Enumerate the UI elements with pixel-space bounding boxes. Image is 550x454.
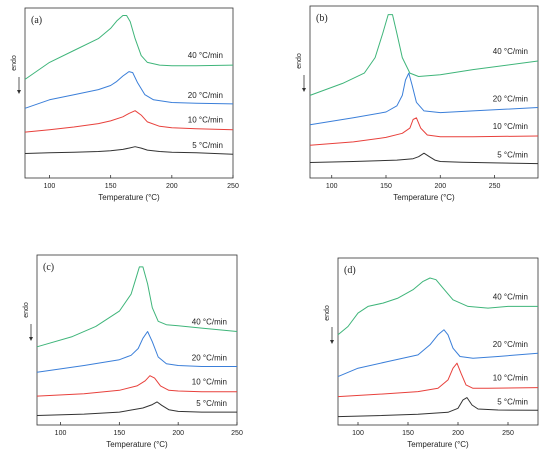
x-tick-label: 250 (502, 430, 514, 437)
x-tick-label: 150 (105, 183, 117, 190)
endo-label: endo (324, 305, 331, 321)
x-tick-label: 150 (380, 183, 392, 190)
endo-arrowhead-icon (17, 90, 21, 94)
series-line-1 (24, 146, 234, 155)
series-line-3 (309, 72, 539, 126)
series-line-1 (337, 397, 539, 418)
endo-arrowhead-icon (330, 340, 334, 344)
series-label-3: 20 °C/min (192, 354, 227, 363)
x-tick-label: 200 (452, 430, 464, 437)
series-label-1: 5 °C/min (192, 141, 223, 150)
x-axis-title: Temperature (°C) (393, 193, 455, 202)
x-axis-title: Temperature (°C) (407, 440, 469, 449)
plot-frame (24, 7, 234, 179)
panel-label: (c) (43, 262, 54, 273)
plot-frame (36, 254, 238, 426)
x-tick-label: 100 (44, 183, 56, 190)
series-label-1: 5 °C/min (497, 397, 528, 406)
endo-arrowhead-icon (29, 337, 33, 341)
x-tick-label: 100 (352, 430, 364, 437)
x-tick-label: 150 (402, 430, 414, 437)
series-line-4 (24, 15, 234, 80)
plot-frame (337, 257, 539, 426)
chart-panel-d: (d) endo 100 150 200 250 Temperature (°C) 5 °C/… (324, 257, 539, 449)
x-tick-label: 150 (114, 430, 126, 437)
series-line-4 (36, 266, 238, 348)
chart-panel-c: (c) endo 100 150 200 250 Temperature (°C) 5 °C/… (23, 254, 243, 449)
series-label-1: 5 °C/min (196, 399, 227, 408)
x-tick-label: 250 (227, 183, 239, 190)
x-axis-title: Temperature (°C) (106, 440, 168, 449)
series-label-2: 10 °C/min (192, 378, 227, 387)
series-label-4: 40 °C/min (192, 318, 227, 327)
x-tick-label: 100 (326, 183, 338, 190)
series-line-2 (309, 117, 539, 146)
panel-label: (d) (344, 265, 356, 276)
series-line-2 (36, 375, 237, 397)
series-label-3: 20 °C/min (188, 91, 223, 100)
series-line-3 (337, 329, 539, 378)
series-label-2: 10 °C/min (493, 122, 528, 131)
series-line-3 (24, 71, 234, 109)
x-tick-label: 250 (489, 183, 501, 190)
x-tick-label: 200 (434, 183, 446, 190)
series-line-4 (309, 14, 539, 96)
panel-label: (a) (31, 15, 42, 26)
series-label-2: 10 °C/min (188, 116, 223, 125)
chart-panel-a: (a) endo 100 150 200 250 Temperature (°C) 5 °C/… (11, 7, 239, 202)
x-tick-label: 100 (55, 430, 67, 437)
series-label-3: 20 °C/min (493, 94, 528, 103)
series-label-1: 5 °C/min (497, 151, 528, 160)
plot-frame (309, 5, 539, 179)
endo-label: endo (23, 302, 30, 318)
series-line-4 (337, 277, 538, 336)
series-label-4: 40 °C/min (493, 47, 528, 56)
x-tick-label: 200 (166, 183, 178, 190)
series-label-4: 40 °C/min (493, 292, 528, 301)
series-line-3 (36, 331, 237, 373)
series-label-2: 10 °C/min (493, 374, 528, 383)
series-label-4: 40 °C/min (188, 51, 223, 60)
endo-label: endo (11, 55, 18, 71)
series-line-2 (24, 110, 234, 133)
endo-label: endo (296, 53, 303, 69)
panel-label: (b) (316, 13, 328, 24)
series-label-3: 20 °C/min (493, 340, 528, 349)
series-line-2 (337, 362, 539, 398)
series-line-1 (309, 152, 539, 165)
x-axis-title: Temperature (°C) (98, 193, 160, 202)
chart-panel-b: (b) endo 100 150 200 250 Temperature (°C) 5 °C/… (296, 5, 539, 202)
series-line-1 (36, 401, 237, 416)
x-tick-label: 200 (172, 430, 184, 437)
endo-arrowhead-icon (302, 88, 306, 92)
x-tick-label: 250 (231, 430, 243, 437)
